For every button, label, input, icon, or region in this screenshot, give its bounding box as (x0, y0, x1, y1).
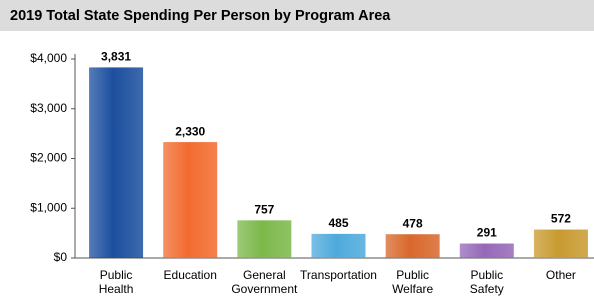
chart-title: 2019 Total State Spending Per Person by … (10, 8, 391, 24)
bar (89, 67, 144, 259)
bar (163, 142, 218, 258)
bar (385, 234, 440, 258)
x-tick-label: Transportation (300, 268, 377, 282)
y-tick-label: $3,000 (30, 101, 67, 115)
value-label: 2,330 (175, 124, 205, 138)
x-tick-label: Public Health (98, 268, 134, 296)
x-tick-label: Public Safety (469, 268, 504, 296)
x-tick-label: Other (545, 268, 576, 282)
value-label: 572 (551, 212, 571, 226)
bar (459, 243, 514, 258)
y-tick-label: $0 (54, 250, 68, 264)
x-tick-label: General Government (231, 268, 298, 296)
title-bar (0, 0, 594, 31)
bar (237, 220, 292, 258)
x-tick-label: Public Welfare (392, 268, 434, 296)
y-tick-label: $1,000 (30, 200, 67, 214)
x-tick-label: Education (163, 268, 217, 282)
y-tick-label: $2,000 (30, 151, 67, 165)
bar (311, 233, 366, 258)
y-tick-label: $4,000 (30, 51, 67, 65)
bar (533, 229, 588, 258)
value-label: 485 (328, 216, 348, 230)
value-label: 3,831 (101, 50, 131, 64)
value-label: 478 (403, 216, 423, 230)
value-label: 757 (254, 203, 274, 217)
value-label: 291 (477, 226, 497, 240)
